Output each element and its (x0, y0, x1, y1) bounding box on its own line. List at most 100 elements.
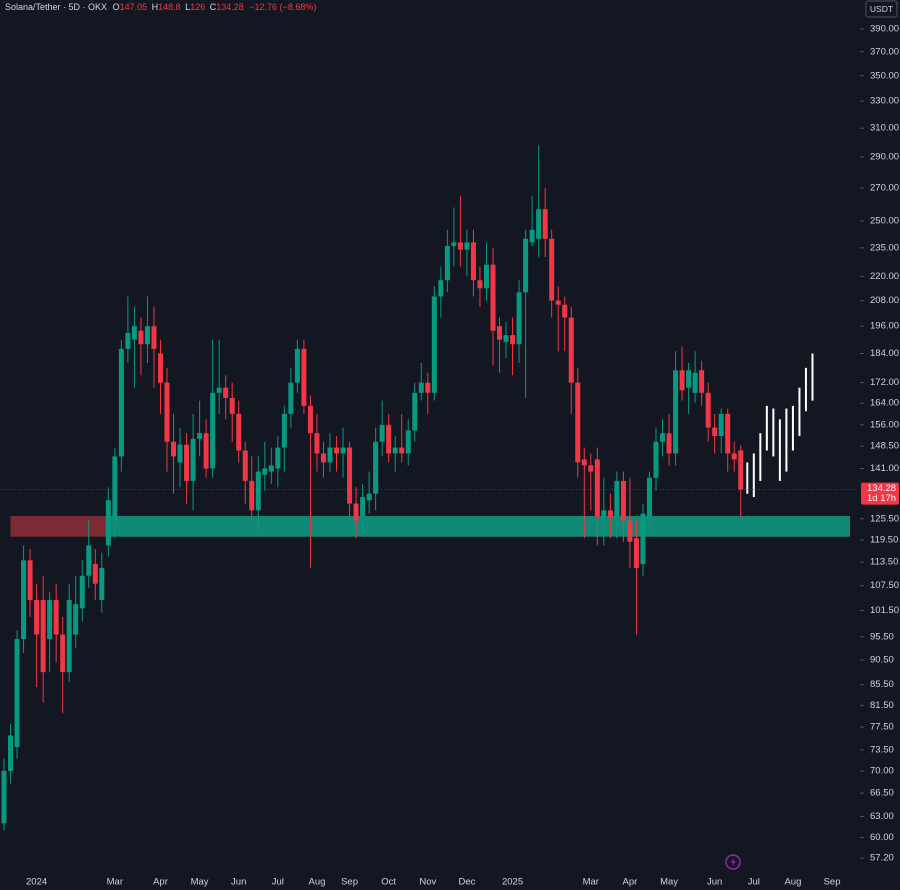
candle-body (503, 335, 509, 342)
replay-icon[interactable] (725, 854, 741, 870)
candle-body (79, 575, 85, 609)
y-tick-label: 73.50 (870, 744, 894, 755)
y-tick-label: 85.50 (870, 679, 894, 690)
candle-body (555, 300, 561, 305)
y-tick-label: 60.00 (870, 832, 894, 843)
candle-body (40, 599, 46, 673)
high-label: H (152, 2, 159, 12)
currency[interactable]: USDT (870, 4, 893, 14)
candle-body (92, 564, 98, 584)
candle-body (288, 382, 294, 414)
candle-body (405, 430, 411, 454)
candle-body (549, 238, 555, 301)
candle-body (731, 453, 737, 460)
candle-body (712, 427, 718, 437)
low-label: L (185, 2, 190, 12)
candle-body (653, 441, 659, 478)
candle-body (529, 229, 535, 243)
candle-body (360, 496, 366, 518)
high-value: 148.8 (158, 2, 181, 12)
candle-body (705, 392, 711, 428)
candle-body (307, 405, 313, 434)
candle-body (399, 447, 405, 454)
y-tick-label: 208.00 (870, 295, 899, 306)
candle-body (157, 353, 163, 383)
x-tick-label: 2025 (502, 877, 523, 888)
y-tick-label: 350.00 (870, 70, 899, 81)
plot-area (0, 145, 858, 831)
candle-body (229, 397, 235, 414)
candle-body (490, 264, 496, 331)
candle-body (692, 372, 698, 393)
icon-circle[interactable] (725, 854, 741, 870)
candle-body (112, 456, 118, 521)
y-tick-label: 81.50 (870, 700, 894, 711)
candle-body (27, 560, 33, 600)
candle-body (262, 468, 268, 475)
candle-body (633, 538, 639, 568)
candle-body (438, 280, 444, 297)
zone (10, 516, 106, 537)
candle-body (171, 441, 177, 457)
y-tick-label: 119.50 (870, 534, 898, 545)
candle-body (686, 370, 692, 388)
candle-body (177, 444, 183, 463)
candle-body (679, 370, 685, 391)
candle-body (118, 348, 124, 457)
icon-bolt[interactable] (730, 857, 736, 867)
candle-body (594, 459, 600, 518)
open-label: O (113, 2, 120, 12)
y-tick-label: 148.50 (870, 441, 899, 452)
y-tick-label: 125.50 (870, 513, 899, 524)
candle-body (497, 326, 503, 340)
currency-box[interactable] (865, 0, 898, 18)
x-tick-label: Mar (583, 877, 599, 888)
candle-body (340, 447, 346, 454)
candle-body (510, 335, 516, 345)
candle-body (66, 599, 72, 673)
candle-body (483, 264, 489, 289)
candle-body (464, 242, 470, 250)
candle-body (457, 242, 463, 250)
candle-body (386, 424, 392, 454)
candle-body (646, 477, 652, 518)
symbol: Solana/Tether · 5D · OKX (5, 2, 107, 12)
y-tick-label: 184.00 (870, 348, 899, 359)
candle-body (99, 567, 105, 600)
y-tick-label: 370.00 (870, 46, 899, 57)
candle-body (236, 413, 242, 451)
last-price-label: 134.28 (867, 483, 896, 494)
candle-body (666, 433, 672, 454)
candle-body (627, 520, 633, 542)
x-tick-label: Sep (824, 877, 841, 888)
zone (105, 516, 851, 537)
candle-body (562, 304, 568, 318)
open-value: 147.05 (120, 2, 148, 12)
x-tick-label: Jun (231, 877, 246, 888)
x-tick-label: Aug (784, 877, 801, 888)
candle-body (216, 387, 222, 393)
candle-body (431, 296, 437, 393)
candle-body (516, 292, 522, 345)
x-tick-label: Jul (272, 877, 284, 888)
x-tick-label: Jul (748, 877, 760, 888)
candle-body (699, 370, 705, 393)
candle-body (164, 382, 170, 442)
y-tick-label: 220.00 (870, 271, 899, 282)
candle-body (8, 735, 14, 771)
x-tick-label: Sep (341, 877, 358, 888)
candle-body (197, 433, 203, 439)
candle-body (418, 382, 424, 393)
candle-body (601, 510, 607, 518)
candle-body (738, 450, 744, 490)
y-tick-label: 90.50 (870, 655, 894, 666)
candle-body (47, 599, 53, 640)
candle-body (660, 433, 666, 442)
candle-body (281, 413, 287, 448)
x-tick-label: Apr (153, 877, 168, 888)
candle-body (620, 480, 626, 521)
y-tick-label: 290.00 (870, 152, 899, 163)
